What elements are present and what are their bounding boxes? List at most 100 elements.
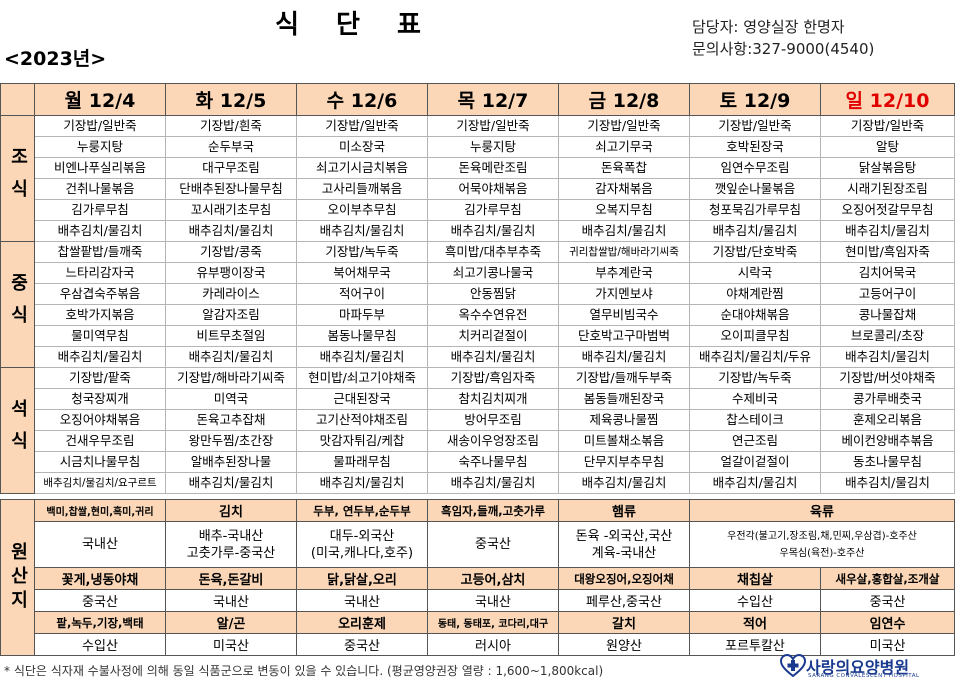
menu-cell: 기장밥/일반죽: [689, 115, 821, 137]
menu-cell: 순대야채볶음: [689, 304, 821, 326]
menu-cell: 돈육메란조림: [427, 157, 559, 179]
menu-cell: 배추김치/물김치/두유: [689, 346, 821, 368]
menu-cell: 현미밥/쇠고기야채죽: [296, 367, 428, 389]
menu-row: 호박가지볶음 알감자조림 마파두부 옥수수연유전 열무비빔국수 순대야채볶음 콩나물잡채: [1, 304, 955, 326]
origin-item-value: 원양산: [558, 633, 690, 656]
menu-row: 배추김치/물김치 배추김치/물김치 배추김치/물김치 배추김치/물김치 배추김치/물김치…: [1, 220, 955, 242]
hospital-subname: SARANG CONVALESCENT HOSPITAL: [808, 673, 920, 679]
origin-body: 원산지 백미,찹쌀,현미,흑미,귀리 김치 두부, 연두부,순두부 흑임자,들깨,고춧가…: [0, 499, 955, 656]
origin-item-value: 국내산: [427, 589, 559, 612]
menu-cell: 현미밥/흑임자죽: [820, 241, 955, 263]
menu-cell: 알탕: [820, 136, 955, 158]
menu-cell: 찹스테이크: [689, 409, 821, 431]
menu-cell: 기장밥/콩죽: [165, 241, 297, 263]
origin-item-head: 갈치: [558, 611, 690, 634]
menu-cell: 배추김치/물김치: [558, 472, 690, 494]
origin-item-value: 포르투칼산: [689, 633, 821, 656]
menu-cell: 봄동나물무침: [296, 325, 428, 347]
menu-cell: 미트볼채소볶음: [558, 430, 690, 452]
menu-cell: 옥수수연유전: [427, 304, 559, 326]
menu-cell: 배추김치/물김치: [689, 220, 821, 242]
menu-row: 배추김치/물김치 배추김치/물김치 배추김치/물김치 배추김치/물김치 배추김치/물김치…: [1, 346, 955, 368]
menu-cell: 대구무조림: [165, 157, 297, 179]
origin-item-head: 고등어,삼치: [427, 567, 559, 590]
origin-item-value: 러시아: [427, 633, 559, 656]
menu-cell: 동초나물무침: [820, 451, 955, 473]
menu-cell: 적어구이: [296, 283, 428, 305]
menu-cell: 고기산적야채조림: [296, 409, 428, 431]
origin-item-value: 중국산: [34, 589, 166, 612]
origin-item-value: 돈육 -외국산,국산 계육-국내산: [558, 521, 690, 568]
menu-table: 월 12/4 화 12/5 수 12/6 목 12/7 금 12/8 토 12/…: [0, 83, 955, 494]
menu-cell: 콩가루배춧국: [820, 388, 955, 410]
origin-item-head: 알/곤: [165, 611, 297, 634]
meal-label: 중식: [0, 241, 35, 368]
menu-cell: 닭살볶음탕: [820, 157, 955, 179]
menu-row: 청국장찌개 미역국 근대된장국 참치김치찌개 봄동들깨된장국 수제비국 콩가루배춧국: [1, 388, 955, 410]
menu-cell: 김치어묵국: [820, 262, 955, 284]
menu-cell: 흑미밥/대추부추죽: [427, 241, 559, 263]
menu-cell: 연근조림: [689, 430, 821, 452]
menu-cell: 감자채볶음: [558, 178, 690, 200]
menu-cell: 배추김치/물김치: [296, 346, 428, 368]
menu-row: 건새우무조림 왕만두찜/초간장 맛감자튀김/케찹 새송이우엉장조림 미트볼채소볶음 연근조…: [1, 430, 955, 452]
menu-cell: 임연수무조림: [689, 157, 821, 179]
menu-cell: 오이부추무침: [296, 199, 428, 221]
menu-cell: 김가루무침: [427, 199, 559, 221]
menu-cell: 기장밥/단호박죽: [689, 241, 821, 263]
menu-cell: 물파래무침: [296, 451, 428, 473]
menu-cell: 수제비국: [689, 388, 821, 410]
origin-item-head: 백미,찹쌀,현미,흑미,귀리: [34, 499, 166, 522]
menu-cell: 배추김치/물김치: [165, 220, 297, 242]
day-header: 화 12/5: [165, 83, 297, 116]
menu-cell: 기장밥/일반죽: [820, 115, 955, 137]
menu-row: 느타리감자국 유부팽이장국 북어채무국 쇠고기콩나물국 부추계란국 시락국 김치어묵국: [1, 262, 955, 284]
menu-cell: 치커리겉절이: [427, 325, 559, 347]
page-title: 식 단 표: [275, 10, 435, 40]
menu-cell: 야채계란찜: [689, 283, 821, 305]
menu-cell: 기장밥/흑임자죽: [427, 367, 559, 389]
menu-cell: 방어무조림: [427, 409, 559, 431]
menu-cell: 열무비빔국수: [558, 304, 690, 326]
menu-cell: 고등어구이: [820, 283, 955, 305]
menu-cell: 쇠고기시금치볶음: [296, 157, 428, 179]
menu-cell: 꼬시래기초무침: [165, 199, 297, 221]
menu-cell: 마파두부: [296, 304, 428, 326]
menu-cell: 기장밥/녹두죽: [296, 241, 428, 263]
menu-cell: 건새우무조림: [34, 430, 166, 452]
origin-item-head: 팥,녹두,기장,백태: [34, 611, 166, 634]
origin-item-value: 페루산,중국산: [558, 589, 690, 612]
menu-cell: 얼갈이겉절이: [689, 451, 821, 473]
menu-cell: 청국장찌개: [34, 388, 166, 410]
day-header-sunday: 일 12/10: [820, 83, 955, 116]
menu-cell: 기장밥/버섯야채죽: [820, 367, 955, 389]
origin-item-head: 채칩살: [689, 567, 821, 590]
menu-cell: 쇠고기무국: [558, 136, 690, 158]
year-label: <2023년>: [4, 48, 107, 70]
menu-cell: 기장밥/들깨두부죽: [558, 367, 690, 389]
origin-value-row: 국내산 배추-국내산 고춧가루-중국산 대두-외국산 (미국,캐나다,호주) 중국산 돈…: [1, 521, 955, 568]
contact-info: 담당자: 영양실장 한명자 문의사항:327-9000(4540): [692, 16, 874, 60]
menu-cell: 청포묵김가루무침: [689, 199, 821, 221]
origin-item-head: 흑임자,들깨,고춧가루: [427, 499, 559, 522]
menu-cell: 기장밥/일반죽: [558, 115, 690, 137]
menu-cell: 새송이우엉장조림: [427, 430, 559, 452]
origin-head-row: 원산지 백미,찹쌀,현미,흑미,귀리 김치 두부, 연두부,순두부 흑임자,들깨,고춧가…: [0, 499, 955, 656]
menu-cell: 배추김치/물김치: [427, 346, 559, 368]
menu-cell: 배추김치/물김치: [820, 472, 955, 494]
day-header: 목 12/7: [427, 83, 559, 116]
menu-cell: 호박가지볶음: [34, 304, 166, 326]
day-header-row: 월 12/4 화 12/5 수 12/6 목 12/7 금 12/8 토 12/…: [0, 83, 955, 116]
menu-cell: 미역국: [165, 388, 297, 410]
menu-row: 건취나물볶음 단배추된장나물무침 고사리들깨볶음 어묵야채볶음 감자채볶음 깻잎순나물볶음…: [1, 178, 955, 200]
menu-body: 조식 기장밥/일반죽 기장밥/흰죽 기장밥/일반죽 기장밥/일반죽 기장밥/일반죽 기장밥/…: [0, 115, 955, 494]
menu-cell: 배추김치/물김치: [296, 472, 428, 494]
menu-cell: 비엔나푸실리볶음: [34, 157, 166, 179]
menu-row: 중식 찹쌀팥밥/들깨죽 기장밥/콩죽 기장밥/녹두죽 흑미밥/대추부추죽 귀리찹쌀밥/해바…: [0, 241, 955, 368]
menu-row: 시금치나물무침 알배추된장나물 물파래무침 숙주나물무침 단무지부추무침 얼갈이겉절이 동초…: [1, 451, 955, 473]
menu-cell: 배추김치/물김치: [427, 472, 559, 494]
menu-cell: 돈육고추잡채: [165, 409, 297, 431]
origin-item-value: 국내산: [296, 589, 428, 612]
menu-cell: 찹쌀팥밥/들깨죽: [34, 241, 166, 263]
origin-item-value: 국내산: [34, 521, 166, 568]
